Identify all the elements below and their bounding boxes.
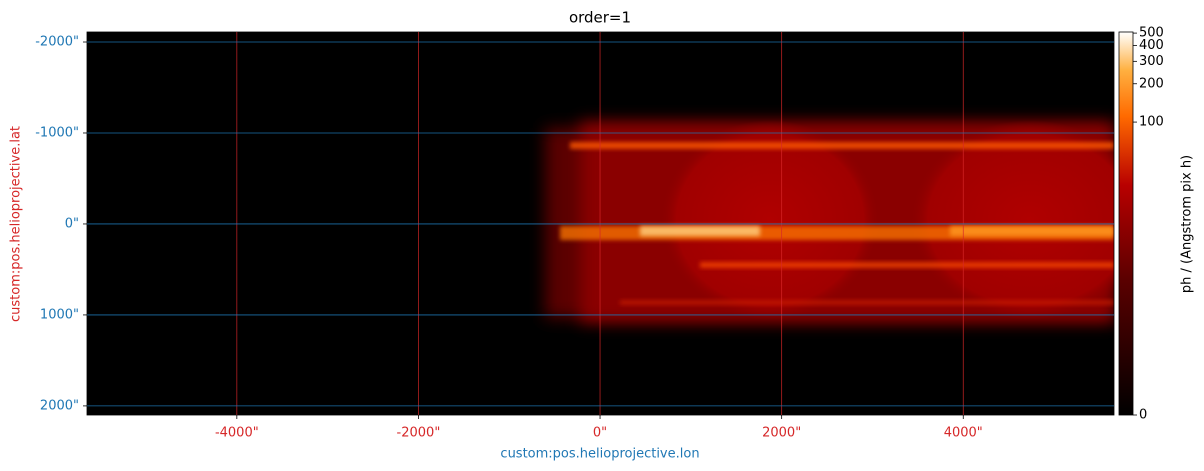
y-tick-label: 2000"	[40, 398, 79, 413]
colorbar-label: ph / (Angstrom pix h)	[1180, 155, 1195, 293]
colorbar-tick-label: 200	[1139, 76, 1164, 91]
colorbar-tick-label: 0	[1139, 408, 1147, 423]
streak	[570, 142, 1114, 149]
colorbar-tick-label: 300	[1139, 54, 1164, 69]
image	[545, 120, 1114, 322]
y-tick-label: 1000"	[40, 307, 79, 322]
streak	[950, 226, 1114, 236]
colorbar-tick-label: 400	[1139, 38, 1164, 53]
x-tick-label: 4000"	[944, 426, 983, 441]
colorbar	[1118, 31, 1134, 416]
x-axis-label: custom:pos.helioprojective.lon	[500, 447, 699, 462]
colorbar-tick-label: 500	[1139, 26, 1164, 41]
plot-frame	[86, 31, 1115, 416]
disc	[910, 120, 1114, 320]
y-tick-label: -2000"	[35, 35, 79, 50]
streak	[620, 300, 1114, 305]
y-tick-label: -1000"	[35, 125, 79, 140]
x-tick-label: 0"	[593, 426, 607, 441]
streak	[640, 226, 760, 236]
x-tick-label: -4000"	[215, 426, 259, 441]
colorbar-tick-label: 100	[1139, 115, 1164, 130]
y-tick-label: 0"	[65, 216, 79, 231]
y-axis-label: custom:pos.helioprojective.lat	[9, 126, 24, 322]
streak	[700, 262, 1114, 268]
disc	[660, 120, 880, 320]
chart-title: order=1	[569, 9, 631, 27]
x-tick-label: -2000"	[397, 426, 441, 441]
x-tick-label: 2000"	[762, 426, 801, 441]
